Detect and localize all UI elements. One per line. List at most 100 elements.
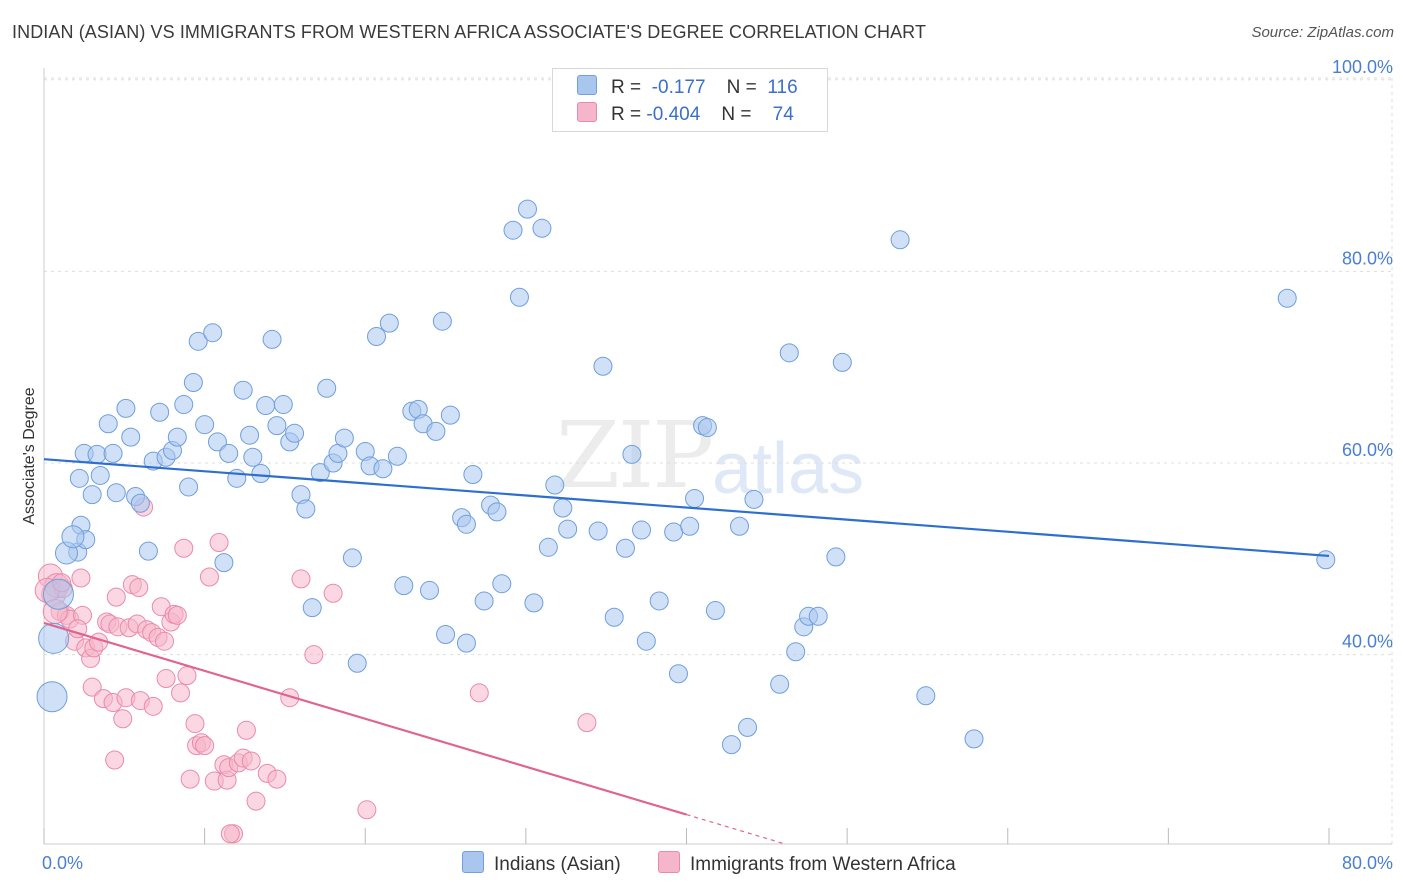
point-indians-asian [615,538,635,558]
point-indians-asian [174,395,194,415]
trend-line-indians-asian [43,458,1330,558]
axis-labels: 40.0% 60.0% 80.0% 100.0% 0.0% 80.0% Associate'… [21,57,1393,873]
point-indians-asian [167,427,187,447]
point-indians-asian [808,606,828,626]
bottom-legend-swatch-blue [462,851,484,873]
watermark-atlas: atlas [712,429,865,509]
legend-swatch-blue [577,75,597,95]
point-western-africa [280,688,300,708]
trend-lines [43,458,1330,845]
legend-n-value-indians: 116 [767,77,798,98]
point-western-africa [199,567,219,587]
legend-r-label: R = [611,77,642,98]
point-indians-asian [440,405,460,425]
point-indians-asian [456,514,476,534]
point-western-africa [577,713,597,733]
point-indians-asian [256,396,276,416]
point-indians-asian [697,418,717,438]
point-indians-asian [302,598,322,618]
point-indians-asian [786,642,806,662]
point-indians-asian [61,525,85,549]
point-western-africa [171,683,191,703]
point-indians-asian [588,521,608,541]
point-indians-asian [138,541,158,561]
point-indians-asian [632,520,652,540]
point-indians-asian [593,356,613,376]
point-indians-asian [179,477,199,497]
point-indians-asian [150,402,170,422]
bottom-legend-swatch-pink [658,851,680,873]
point-indians-asian [227,468,247,488]
point-indians-asian [1316,550,1336,570]
point-indians-asian [668,664,688,684]
point-indians-asian [103,443,123,463]
point-indians-asian [636,631,656,651]
point-indians-asian [545,475,565,495]
point-indians-asian [680,516,700,536]
point-indians-asian [916,686,936,706]
point-western-africa [241,751,261,771]
y-axis-label: Associate's Degree [21,387,38,524]
point-western-africa [236,720,256,740]
trend-line-western-africa [43,621,687,816]
axes [43,68,1392,845]
point-indians-asian [240,425,260,445]
point-indians-asian [509,287,529,307]
point-indians-asian [387,446,407,466]
point-indians-asian [1277,288,1297,308]
legend-r-value-indians: -0.177 [651,77,706,98]
point-indians-asian [492,574,512,594]
source-label: Source: ZipAtlas.com [1251,24,1394,41]
legend-n-label: N = [721,104,752,125]
point-indians-asian [90,465,110,485]
point-western-africa [304,645,324,665]
point-western-africa [323,583,343,603]
point-indians-asian [203,323,223,343]
point-indians-asian [474,591,494,611]
point-indians-asian [273,395,293,415]
bottom-legend-indians: Indians (Asian) [462,851,621,876]
point-indians-asian [310,463,330,483]
point-indians-asian [826,547,846,567]
y-tick-label: 80.0% [1342,248,1393,268]
point-western-africa [156,669,176,689]
point-indians-asian [770,674,790,694]
point-western-africa [143,696,163,716]
point-indians-asian [183,373,203,393]
point-indians-asian [342,548,362,568]
point-western-africa [267,769,287,789]
point-indians-asian [207,432,227,452]
point-western-africa [246,791,266,811]
point-western-africa [177,666,197,686]
point-indians-asian [503,220,523,240]
point-indians-asian [379,313,399,333]
trend-line-western-africa-extension [686,814,787,845]
point-indians-asian [426,421,446,441]
point-indians-asian [36,681,68,713]
point-western-africa [185,714,205,734]
point-indians-asian [558,519,578,539]
legend-n-value-western-africa: 74 [772,104,794,125]
legend-n-label: N = [726,77,757,98]
legend-r-label: R = [611,104,642,125]
point-western-africa [68,619,88,639]
point-indians-asian [82,485,102,505]
bottom-legend-western-africa: Immigrants from Western Africa [658,851,956,876]
point-indians-asian [38,622,70,654]
point-indians-asian [517,199,537,219]
point-indians-asian [890,230,910,250]
point-indians-asian [649,591,669,611]
point-western-africa [154,631,174,651]
point-western-africa [167,605,187,625]
legend-row-western-africa: R = -0.404 N = 74 [577,102,794,126]
point-western-africa [469,683,489,703]
point-western-africa [220,824,240,844]
point-indians-asian [524,593,544,613]
y-tick-label: 100.0% [1332,57,1393,77]
point-indians-asian [106,483,126,503]
point-indians-asian [195,415,215,435]
point-indians-asian [87,444,107,464]
point-indians-asian [394,576,414,596]
point-indians-asian [130,493,150,513]
